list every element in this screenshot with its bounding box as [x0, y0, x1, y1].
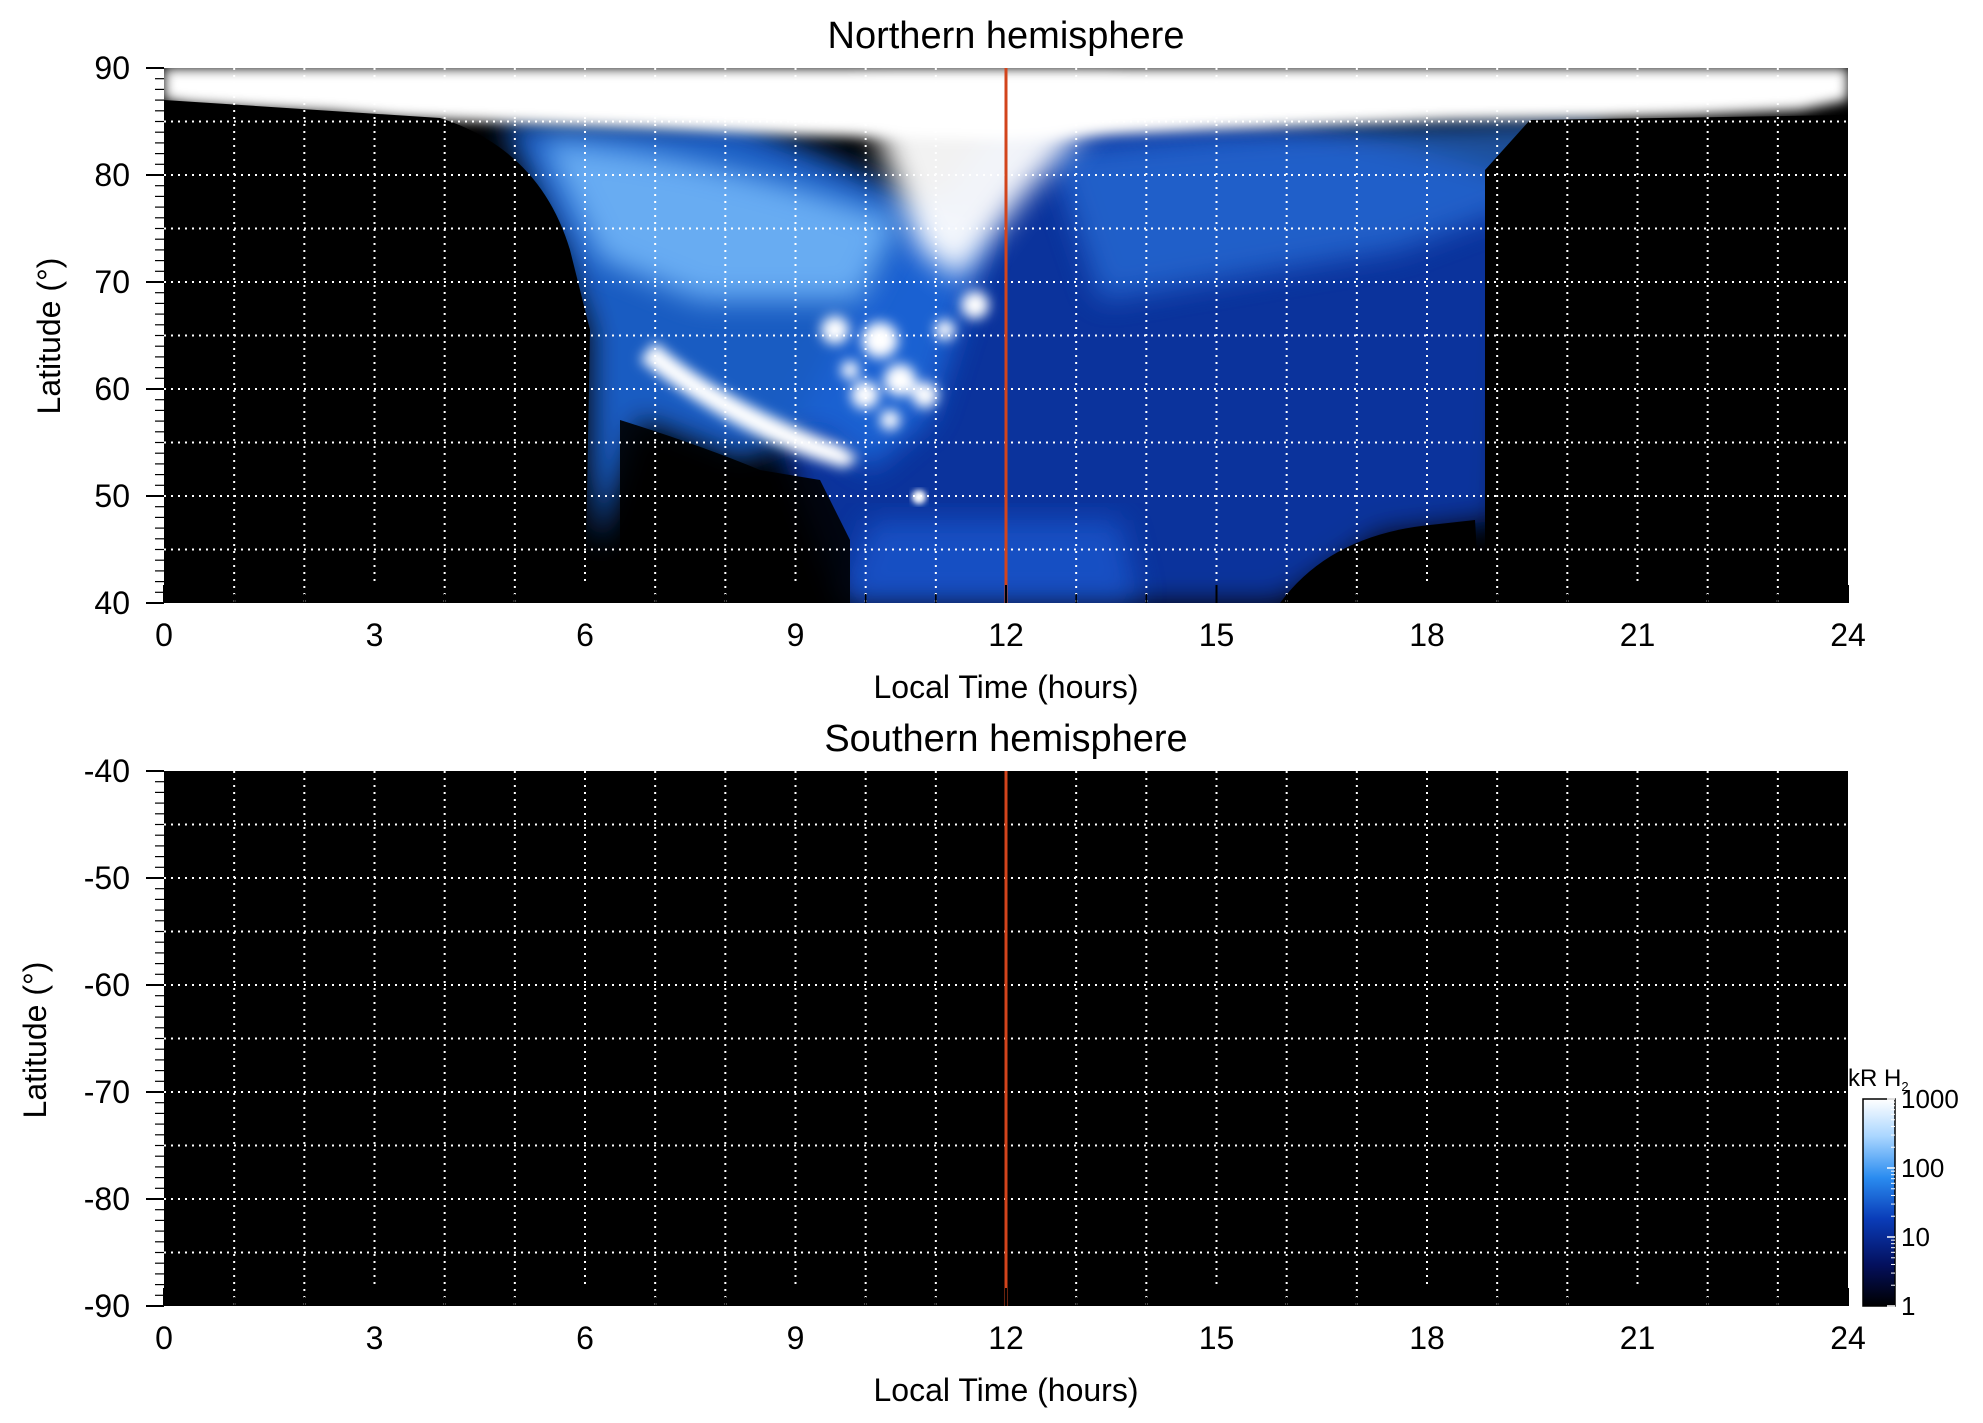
dusk-dark-region [1280, 520, 1480, 603]
y-tick-label: -70 [84, 1074, 130, 1110]
y-tick-label: 40 [94, 585, 130, 621]
colorbar-tick-label: 1000 [1901, 1084, 1959, 1114]
x-tick-label: 9 [787, 1320, 805, 1356]
south-x-tick-labels: 0 3 6 9 12 15 18 21 24 [155, 1320, 1866, 1356]
panel-south: Southern hemisphere 0 3 6 9 12 15 18 21 24 -40 -5… [17, 718, 1866, 1408]
night-dark-region [164, 100, 590, 603]
colorbar: kR H2 1 10 100 1000 [1848, 1065, 1959, 1321]
y-tick-label: -50 [84, 860, 130, 896]
dawn-oval-arc [640, 342, 858, 468]
x-tick-label: 0 [155, 617, 173, 653]
colorbar-label: kR H2 [1848, 1065, 1909, 1094]
colorbar-tick-label: 1 [1901, 1291, 1915, 1321]
north-emission [164, 68, 1848, 603]
x-tick-label: 0 [155, 1320, 173, 1356]
y-tick-label: 50 [94, 478, 130, 514]
x-tick-label: 3 [366, 1320, 384, 1356]
x-tick-label: 18 [1409, 1320, 1445, 1356]
north-x-tick-labels: 0 3 6 9 12 15 18 21 24 [155, 617, 1866, 653]
north-x-axis-label: Local Time (hours) [874, 669, 1139, 705]
x-tick-label: 9 [787, 617, 805, 653]
north-y-axis-label: Latitude (°) [31, 258, 67, 415]
south-x-axis-label: Local Time (hours) [874, 1372, 1139, 1408]
y-tick-label: -40 [84, 753, 130, 789]
x-tick-label: 3 [366, 617, 384, 653]
x-tick-label: 6 [576, 617, 594, 653]
x-tick-label: 21 [1620, 1320, 1656, 1356]
panel-north: Northern hemisphere [31, 15, 1866, 705]
x-tick-label: 24 [1830, 1320, 1866, 1356]
colorbar-tick-label: 10 [1901, 1222, 1930, 1252]
x-tick-label: 15 [1199, 1320, 1235, 1356]
north-axis-ticks [146, 67, 1849, 604]
north-title: Northern hemisphere [828, 15, 1185, 57]
x-tick-label: 15 [1199, 617, 1235, 653]
y-tick-label: 70 [94, 264, 130, 300]
x-tick-label: 6 [576, 1320, 594, 1356]
colorbar-gradient [1862, 1098, 1896, 1307]
south-title: Southern hemisphere [824, 718, 1187, 760]
bright-spot [912, 490, 926, 504]
south-axis-ticks [146, 770, 1849, 1307]
x-tick-label: 18 [1409, 617, 1445, 653]
north-y-tick-labels: 40 50 60 70 80 90 [94, 50, 130, 621]
y-tick-label: 90 [94, 50, 130, 86]
south-y-axis-label: Latitude (°) [17, 962, 53, 1119]
y-tick-label: 80 [94, 157, 130, 193]
y-tick-label: -60 [84, 967, 130, 1003]
south-y-tick-labels: -40 -50 -60 -70 -80 -90 [84, 753, 130, 1324]
y-tick-label: -90 [84, 1288, 130, 1324]
colorbar-ticks: 1 10 100 1000 [1887, 1084, 1959, 1321]
y-tick-label: -80 [84, 1181, 130, 1217]
x-tick-label: 12 [988, 1320, 1024, 1356]
x-tick-label: 12 [988, 617, 1024, 653]
x-tick-label: 24 [1830, 617, 1866, 653]
y-tick-label: 60 [94, 371, 130, 407]
x-tick-label: 21 [1620, 617, 1656, 653]
colorbar-tick-label: 100 [1901, 1153, 1944, 1183]
